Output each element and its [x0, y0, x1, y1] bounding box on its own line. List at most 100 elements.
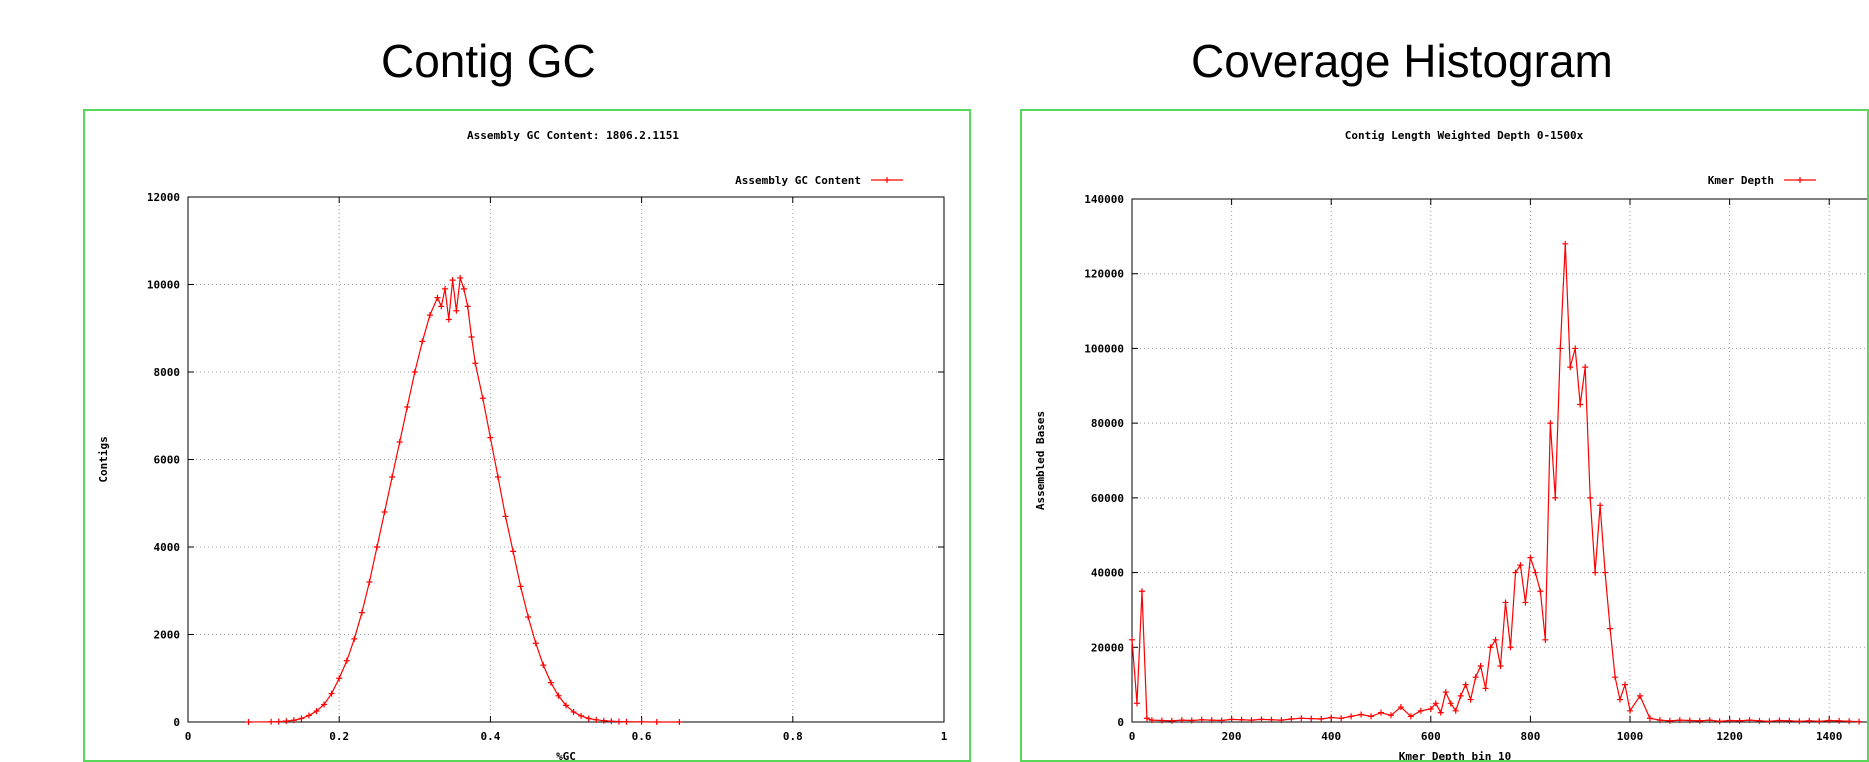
coverage-data-point — [1218, 717, 1225, 724]
coverage-data-point — [1457, 692, 1464, 699]
coverage-data-point — [1527, 554, 1534, 561]
coverage-data-point — [1492, 636, 1499, 643]
gc-x-axis-label: %GC — [556, 750, 576, 760]
gc-data-point — [653, 718, 660, 725]
gc-series-line — [248, 277, 680, 723]
coverage-data-point — [1766, 718, 1773, 725]
coverage-series-line — [1131, 243, 1860, 723]
coverage-data-point — [1238, 716, 1245, 723]
gc-data-point — [676, 719, 683, 725]
gc-data-point — [351, 635, 358, 642]
gc-data-point — [404, 404, 411, 410]
gc-data-point — [453, 307, 460, 314]
gc-y-tick-label: 12000 — [147, 191, 180, 204]
coverage-data-point — [1447, 700, 1454, 707]
coverage-data-point — [1846, 718, 1853, 725]
coverage-data-point — [1298, 715, 1305, 722]
coverage-data-point — [1646, 715, 1653, 722]
gc-data-point — [245, 719, 252, 725]
coverage-data-point — [1437, 709, 1444, 716]
coverage-data-point — [1696, 717, 1703, 724]
coverage-data-point — [1716, 718, 1723, 725]
gc-x-tick-label: 0.4 — [480, 730, 500, 743]
gc-data-point — [298, 715, 305, 722]
coverage-legend-label: Kmer Depth — [1708, 174, 1774, 187]
coverage-y-tick-label: 100000 — [1084, 342, 1124, 355]
coverage-data-point — [1636, 692, 1643, 699]
coverage-data-point — [1622, 681, 1629, 688]
gc-data-point — [411, 369, 418, 375]
coverage-data-point — [1228, 716, 1235, 723]
gc-content-chart: Assembly GC Content: 1806.2.1151 0 0.2 0.4 0… — [97, 129, 948, 760]
coverage-data-point — [1816, 718, 1823, 725]
gc-data-point — [381, 509, 388, 515]
coverage-chart-frame: Contig Length Weighted Depth 0-1500x 0 200… — [1020, 109, 1869, 762]
coverage-data-point — [1487, 644, 1494, 651]
coverage-data-point — [1462, 681, 1469, 688]
gc-data-point — [328, 690, 335, 697]
coverage-data-point — [1427, 705, 1434, 712]
gc-data-point — [479, 395, 486, 402]
coverage-data-point — [1686, 717, 1693, 724]
coverage-data-point — [1168, 717, 1175, 724]
coverage-x-axis-label: Kmer Depth bin 10 — [1399, 750, 1512, 760]
gc-plot-border — [187, 196, 945, 723]
coverage-data-point — [1397, 704, 1404, 711]
coverage-data-point — [1547, 420, 1554, 427]
coverage-data-point — [1188, 717, 1195, 724]
gc-x-tick-label: 0 — [185, 730, 192, 743]
coverage-data-point — [1582, 364, 1589, 371]
gc-data-point — [434, 294, 441, 301]
coverage-chart-title: Contig Length Weighted Depth 0-1500x — [1345, 129, 1584, 142]
coverage-data-point — [1507, 644, 1514, 651]
coverage-x-tick-label: 1000 — [1617, 730, 1644, 743]
coverage-data-point — [1597, 502, 1604, 509]
gc-data-point — [358, 609, 365, 616]
gc-data-point — [540, 662, 547, 669]
coverage-data-point — [1567, 364, 1574, 371]
coverage-data-point — [1198, 716, 1205, 723]
coverage-histogram-chart: Contig Length Weighted Depth 0-1500x 0 200… — [1034, 129, 1867, 760]
coverage-data-point — [1318, 716, 1325, 723]
coverage-data-point — [1278, 717, 1285, 724]
gc-data-point — [502, 513, 509, 520]
coverage-data-point — [1502, 599, 1509, 606]
coverage-data-point — [1577, 401, 1584, 408]
coverage-data-point — [1826, 717, 1833, 724]
coverage-data-point — [1407, 713, 1414, 720]
coverage-data-point — [1666, 717, 1673, 724]
coverage-data-point — [1776, 717, 1783, 724]
coverage-data-point — [1368, 713, 1375, 720]
coverage-x-tick-label: 1200 — [1716, 730, 1743, 743]
gc-data-point — [555, 692, 562, 699]
gc-data-point — [464, 303, 471, 310]
gc-data-point — [487, 434, 494, 441]
gc-data-point — [600, 717, 607, 724]
coverage-data-point — [1612, 674, 1619, 681]
coverage-data-point — [1178, 717, 1185, 724]
coverage-data-point — [1517, 562, 1524, 569]
coverage-data-point — [1806, 717, 1813, 724]
coverage-data-point — [1338, 715, 1345, 722]
coverage-y-tick-label: 80000 — [1091, 417, 1124, 430]
coverage-data-point — [1676, 717, 1683, 724]
gc-data-point — [494, 474, 501, 480]
gc-data-point — [570, 708, 577, 715]
coverage-data-point — [1542, 636, 1549, 643]
gc-data-point — [396, 439, 403, 445]
gc-data-point — [472, 360, 479, 367]
coverage-data-point — [1602, 569, 1609, 576]
coverage-data-point — [1387, 712, 1394, 719]
gc-data-point — [510, 548, 517, 555]
coverage-legend-marker — [1797, 177, 1803, 183]
coverage-data-point — [1138, 588, 1145, 595]
gc-y-tick-label: 6000 — [154, 454, 181, 467]
gc-data-point — [578, 712, 585, 719]
gc-y-tick-label: 0 — [173, 716, 180, 729]
gc-data-point — [283, 718, 290, 725]
coverage-data-point — [1497, 662, 1504, 669]
coverage-x-tick-label: 200 — [1222, 730, 1242, 743]
gc-data-point — [468, 334, 475, 340]
coverage-data-point — [1522, 599, 1529, 606]
coverage-x-tick-label: 0 — [1129, 730, 1136, 743]
